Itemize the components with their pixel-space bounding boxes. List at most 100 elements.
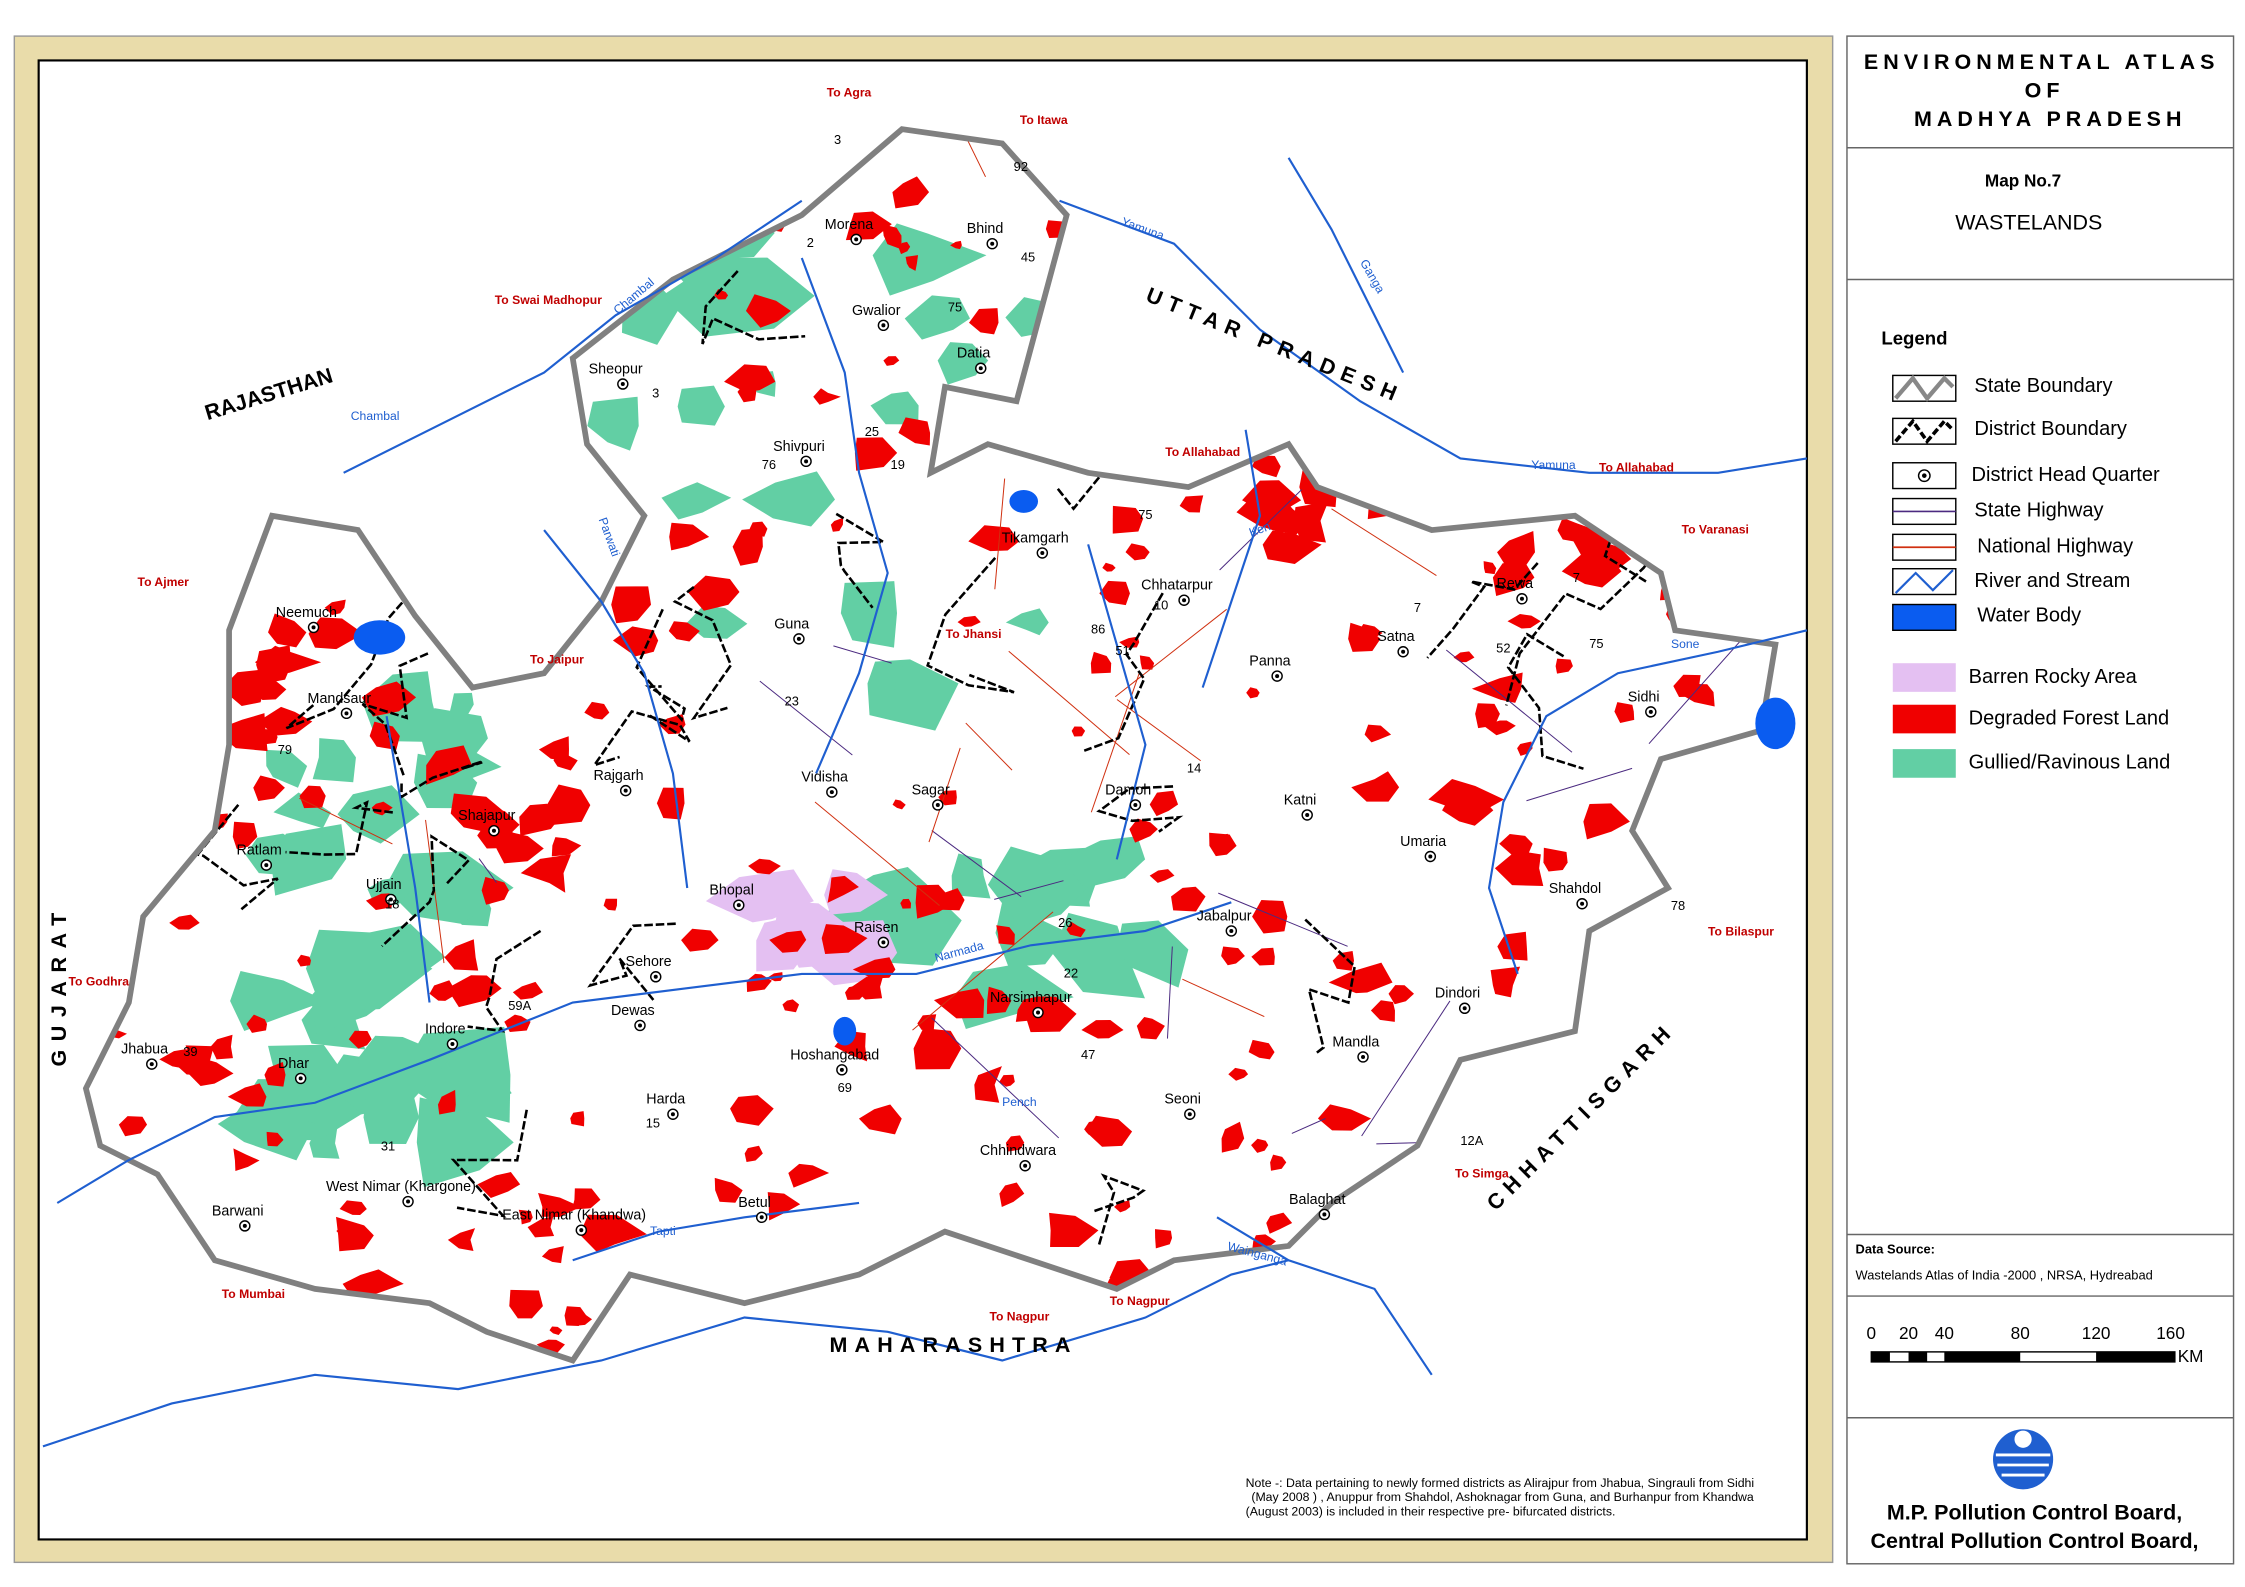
gullied-patch — [217, 1105, 316, 1161]
destination-label: To Jaipur — [530, 653, 584, 667]
degraded-forest-patch — [845, 211, 892, 241]
district-hq-dot — [1036, 1010, 1041, 1015]
highway — [1166, 946, 1173, 1039]
district-boundary — [1096, 785, 1184, 833]
district-label: Damoh — [1105, 782, 1151, 798]
destination-label: To Nagpur — [1110, 1294, 1170, 1308]
degraded-forest-patch — [1149, 790, 1179, 817]
degraded-forest-patch — [1475, 703, 1500, 729]
district-hq-dot — [264, 863, 269, 868]
district-hq-dot — [637, 1023, 643, 1028]
highway — [1182, 978, 1265, 1018]
degraded-forest-patch — [974, 1066, 1002, 1103]
degraded-forest-patch — [905, 255, 919, 271]
degraded-forest-patch — [1370, 1000, 1395, 1022]
district-label: Jabalpur — [1197, 908, 1252, 924]
degraded-forest-patch — [681, 928, 719, 952]
degraded-forest-patch — [1114, 1200, 1131, 1213]
degraded-forest-patch — [737, 383, 757, 403]
district-hq-dot — [829, 790, 834, 795]
district-label: Neemuch — [276, 605, 337, 621]
degraded-forest-patch — [213, 713, 268, 752]
district-label: Barwani — [212, 1203, 264, 1219]
degraded-forest-patch — [1155, 1229, 1173, 1249]
river-label: Chambal — [351, 409, 400, 423]
highway-number: 3 — [652, 385, 659, 400]
river — [42, 1259, 1289, 1448]
highway-number: 78 — [1671, 898, 1685, 913]
gullied-patch — [937, 342, 989, 385]
degraded-forest-patch — [1388, 985, 1415, 1005]
district-hq-dot — [298, 1076, 303, 1081]
district-label: Dhar — [278, 1056, 309, 1072]
legend-label: River and Stream — [1974, 570, 2130, 592]
river — [572, 1201, 860, 1262]
district-label: Katni — [1284, 792, 1317, 808]
scale-unit: KM — [2178, 1346, 2204, 1366]
degraded-forest-patch — [968, 525, 1020, 552]
degraded-forest-patch — [782, 999, 800, 1013]
district-label: Dindori — [1435, 986, 1480, 1002]
river — [56, 901, 1232, 1204]
legend-state-boundary — [1894, 374, 1955, 402]
district-hq-dot — [242, 1223, 247, 1228]
highway-number: 59A — [508, 998, 531, 1013]
note-line: Note -: Data pertaining to newly formed … — [1246, 1476, 1755, 1490]
degraded-forest-patch — [1614, 702, 1635, 724]
degraded-forest-patch — [1490, 966, 1521, 998]
degraded-forest-patch — [845, 985, 867, 1000]
publisher: M.P. Pollution Control Board, — [1887, 1500, 2182, 1524]
water-body — [1755, 697, 1796, 750]
gullied-patch — [337, 785, 420, 844]
highway — [1116, 699, 1201, 762]
district-hq-dot — [1305, 812, 1310, 817]
degraded-forest-patch — [1221, 946, 1245, 966]
highway-number: 2 — [807, 235, 814, 250]
degraded-forest-patch — [1049, 1212, 1099, 1247]
degraded-forest-patch — [1112, 505, 1144, 534]
district-label: Shivpuri — [773, 439, 825, 455]
degraded-forest-patch — [1251, 947, 1275, 966]
degraded-forest-patch — [933, 988, 985, 1019]
gullied-patch — [904, 295, 971, 340]
degraded-forest-patch — [1179, 495, 1204, 513]
degraded-forest-patch — [1024, 996, 1077, 1033]
highway-number: 18 — [385, 897, 399, 912]
district-label: Guna — [774, 616, 809, 632]
district-boundary — [381, 834, 471, 948]
degraded-forest-patch — [769, 930, 807, 953]
legend-barren — [1892, 663, 1956, 692]
legend-label: State Boundary — [1974, 375, 2112, 397]
degraded-forest-patch — [957, 615, 981, 627]
legend-river — [1894, 569, 1954, 594]
highway-number: 3 — [834, 132, 841, 147]
degraded-forest-patch — [969, 308, 999, 335]
degraded-forest-patch — [481, 876, 509, 905]
district-hq-dot — [620, 382, 625, 387]
district-label: Umaria — [1400, 834, 1446, 850]
district-hq-dot — [978, 366, 983, 371]
degraded-forest-patch — [1213, 833, 1231, 847]
gullied-patch — [892, 662, 930, 701]
degraded-forest-patch — [549, 1326, 563, 1335]
highway-number: 45 — [1021, 249, 1035, 264]
district-hq-dot — [1361, 1054, 1366, 1059]
gullied-patch — [266, 749, 308, 788]
degraded-forest-patch — [1171, 886, 1206, 912]
district-label: Harda — [646, 1092, 685, 1108]
river — [385, 716, 431, 1003]
degraded-forest-patch — [1555, 658, 1573, 674]
degraded-forest-patch — [252, 678, 287, 701]
degraded-forest-patch — [1483, 720, 1516, 736]
degraded-forest-patch — [297, 954, 311, 967]
district-label: Satna — [1377, 629, 1414, 645]
highway — [833, 645, 892, 664]
destination-label: To Simga — [1455, 1167, 1509, 1181]
river — [543, 529, 689, 889]
highway — [1526, 767, 1633, 802]
degraded-forest-patch — [669, 522, 710, 551]
degraded-forest-patch — [612, 626, 659, 657]
degraded-forest-patch — [1139, 655, 1155, 670]
district-hq-dot — [759, 1215, 764, 1220]
